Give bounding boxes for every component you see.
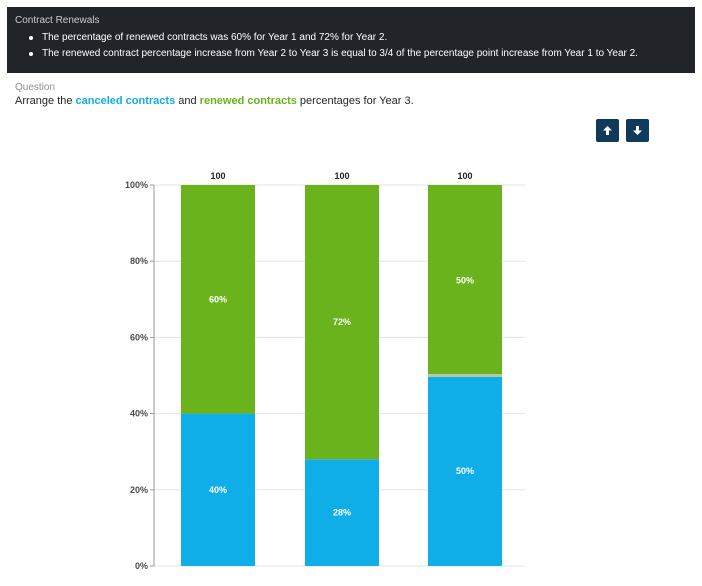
move-down-button[interactable] [626,119,649,142]
y-tick-label: 0% [135,561,148,571]
bar-label-renewed: 72% [333,317,351,327]
y-tick-label: 40% [130,409,148,419]
y-tick-label: 80% [130,256,148,266]
y-tick-label: 100% [125,180,148,190]
renewed-term: renewed contracts [199,95,297,107]
info-panel: Contract Renewals The percentage of rene… [7,7,695,73]
bar-renewed [181,185,255,414]
bar-label-renewed: 60% [209,294,227,304]
bar-label-canceled: 50% [456,466,474,476]
info-bullets: The percentage of renewed contracts was … [29,30,638,62]
y-tick-label: 20% [130,485,148,495]
bar-total-label: 100 [334,171,349,181]
y-tick-label: 60% [130,332,148,342]
bar-label-canceled: 40% [209,485,227,495]
info-bullet: The renewed contract percentage increase… [29,46,638,62]
canceled-term: canceled contracts [75,95,176,107]
question-text: Arrange the canceled contracts and renew… [15,95,414,107]
bar-total-label: 100 [210,171,225,181]
bar-canceled [181,413,255,566]
move-up-button[interactable] [596,119,619,142]
bar-canceled [305,459,379,566]
question-label: Question [15,82,56,93]
bar-label-canceled: 28% [333,508,351,518]
info-bullet: The percentage of renewed contracts was … [29,30,638,46]
info-title: Contract Renewals [15,15,100,26]
bar-renewed [305,185,379,460]
drag-divider-handle[interactable] [428,374,502,377]
bar-renewed [428,185,502,376]
arrow-down-icon [633,126,642,135]
bar-label-renewed: 50% [456,275,474,285]
question-middle: and [175,95,200,107]
bar-total-label: 100 [457,171,472,181]
question-prefix: Arrange the [15,95,76,107]
bar-canceled [428,375,502,566]
arrow-up-icon [603,126,612,135]
question-suffix: percentages for Year 3. [296,95,414,107]
